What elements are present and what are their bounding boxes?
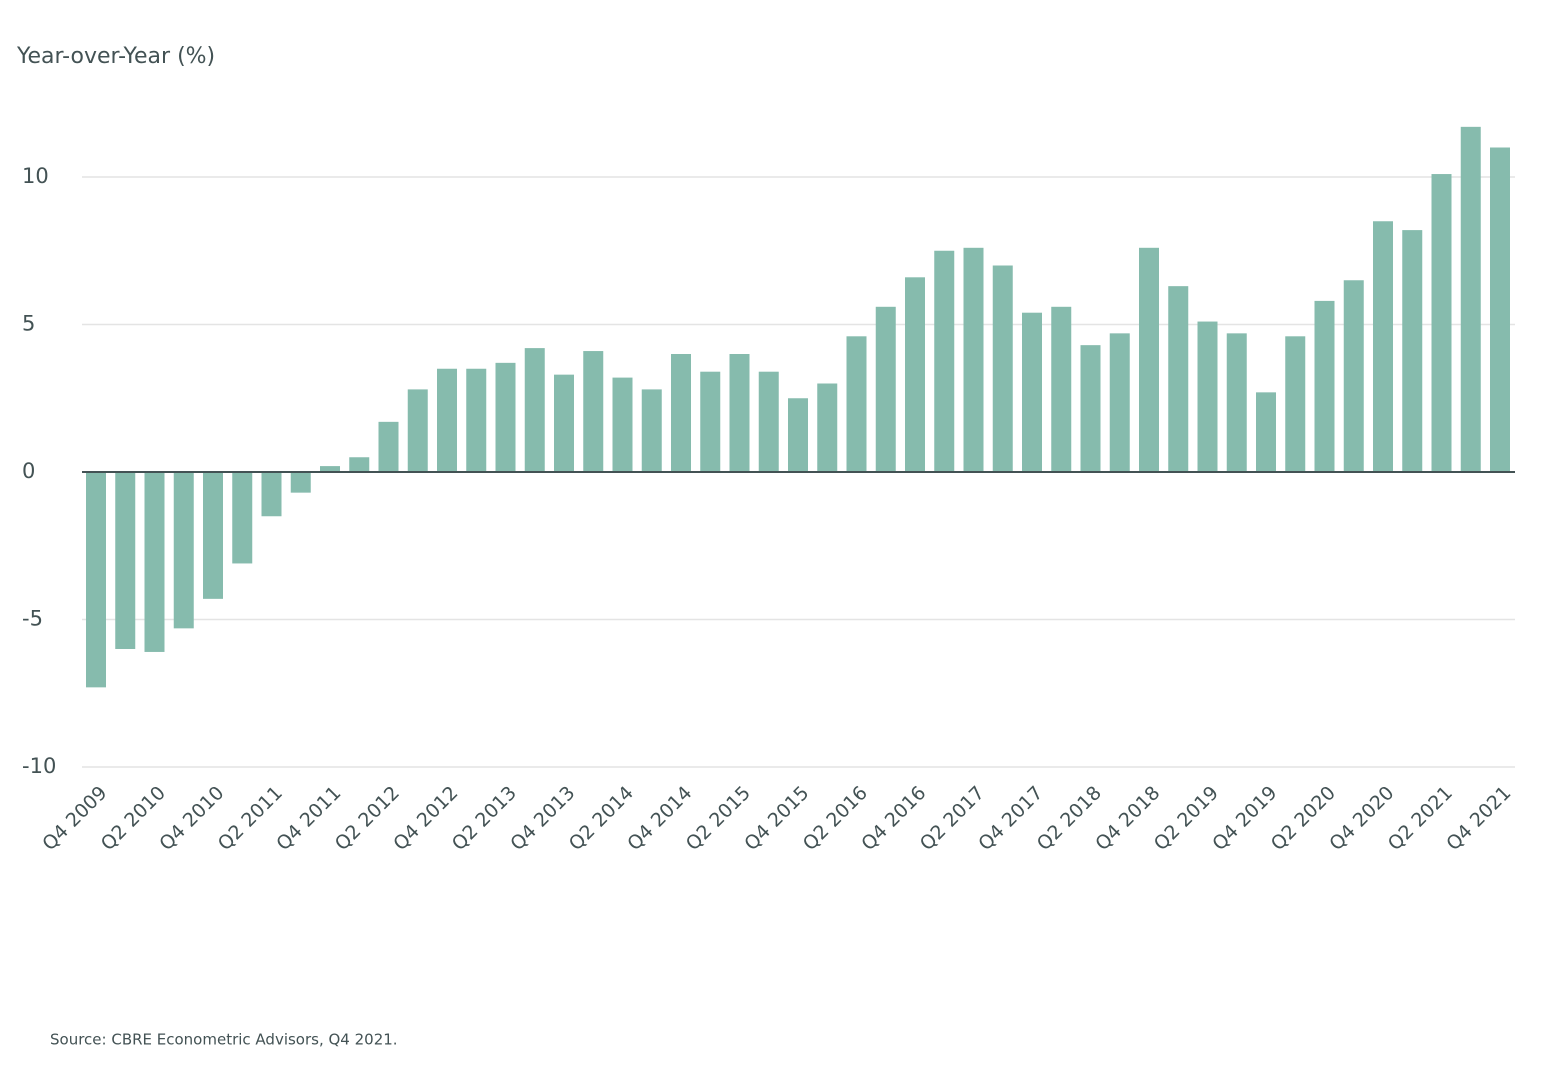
bar [1431, 174, 1452, 473]
bar [963, 247, 984, 472]
bar [934, 250, 955, 472]
bar [466, 368, 487, 472]
bar [905, 277, 925, 472]
bar [612, 377, 633, 472]
bar [349, 457, 370, 472]
bar [1285, 336, 1306, 472]
chart-title: Year-over-Year (%) [16, 44, 215, 69]
bar [1314, 300, 1335, 472]
bar [1226, 333, 1247, 472]
y-tick-label: 0 [22, 459, 35, 483]
bar [788, 398, 808, 472]
bar [407, 389, 428, 472]
bar [583, 351, 604, 472]
bar [846, 336, 867, 472]
bar [86, 472, 106, 688]
y-tick-label: 5 [22, 312, 35, 336]
bar [1343, 280, 1364, 472]
bar [1051, 306, 1072, 472]
bar [1490, 147, 1510, 472]
bar [203, 472, 223, 599]
bar [1256, 392, 1276, 472]
bar [1402, 230, 1423, 472]
bar [1080, 345, 1101, 472]
bar [1197, 321, 1218, 472]
bar [261, 472, 282, 517]
bar [875, 306, 896, 472]
bar [378, 421, 399, 472]
bar [232, 472, 253, 564]
bar [1022, 312, 1042, 472]
bar [758, 371, 779, 472]
bar [1168, 286, 1189, 472]
bar [554, 374, 574, 472]
bar [524, 348, 545, 472]
bar [671, 354, 691, 472]
bar [290, 472, 311, 493]
y-tick-label: -10 [22, 754, 56, 778]
x-tick-label: Q4 2021 [1442, 782, 1515, 855]
bar [320, 466, 340, 472]
bar [495, 362, 516, 472]
bar [437, 368, 457, 472]
bar [115, 472, 136, 649]
bar [641, 389, 662, 472]
source-note: Source: CBRE Econometric Advisors, Q4 20… [50, 1031, 398, 1049]
bar [1460, 126, 1481, 472]
bar [1139, 247, 1159, 472]
bar [817, 383, 838, 472]
bar [1109, 333, 1130, 472]
y-tick-label: 10 [22, 164, 49, 188]
bar [173, 472, 194, 629]
bar [1373, 221, 1393, 472]
y-tick-label: -5 [22, 607, 43, 631]
bar [729, 354, 750, 472]
bar [700, 371, 721, 472]
bar [992, 265, 1013, 472]
bar [144, 472, 165, 652]
